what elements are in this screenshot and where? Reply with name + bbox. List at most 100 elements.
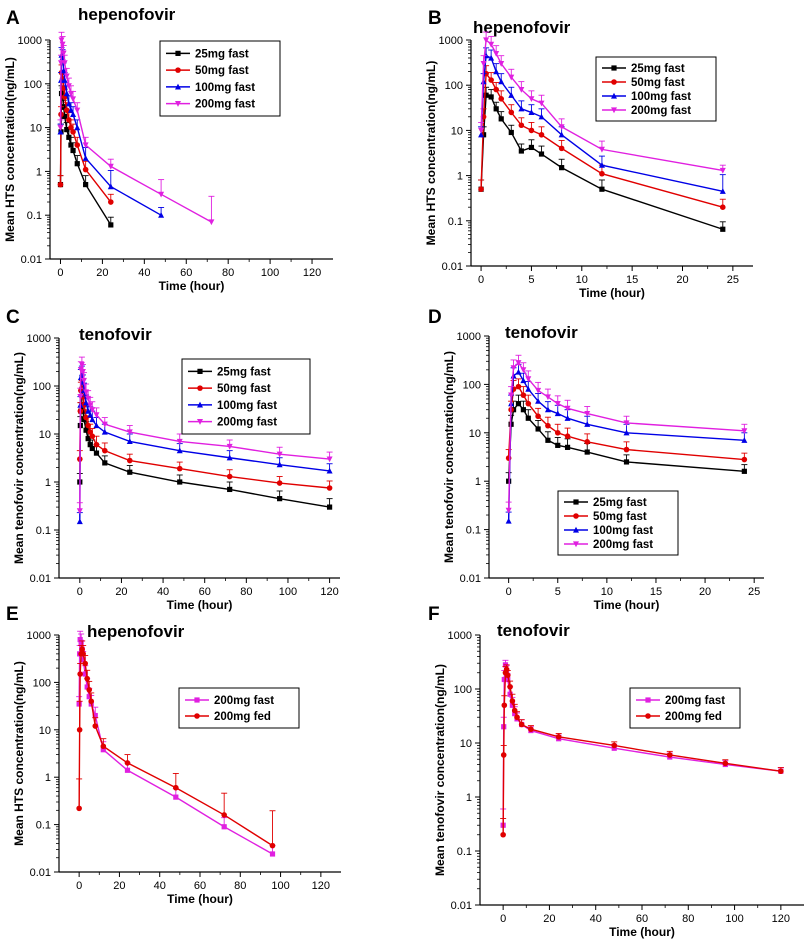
panel-a-x-tick-label: 20 [96,267,108,279]
panel-e-series-200mg-fast-point [269,851,276,857]
panel-d-series-50mg-fast-point [535,413,541,420]
panel-c-series-50mg-fast-point [89,433,96,439]
panel-f-y-tick-label: 0.1 [457,846,472,858]
panel-c-series-200mg-fast-point [76,508,83,515]
panel-a-series-200mg-fast-point [82,142,89,149]
panel-a-series-50mg-fast-point [66,117,72,123]
panel-e-series-200mg-fed-point [77,671,83,677]
panel-c-series-25mg-fast-point [102,460,108,466]
panel-f-series-200mg-fed-point [509,698,516,704]
panel-c-legend-marker-50mg-fast [197,385,203,391]
panel-c-series-200mg-fast-point [226,443,233,450]
panel-c-series-50mg-fast-point [126,457,133,464]
panel-b-series-200mg-fast-point [508,74,515,81]
panel-a-series-25mg-fast-point [66,134,72,140]
panel-e-series-200mg-fast-point [92,712,98,719]
panel-d-y-tick-label: 0.1 [466,525,481,537]
panel-e-series-200mg-fed-point [80,651,86,657]
panel-f-title: tenofovir [497,621,570,640]
panel-b-series-200mg-fast-point [493,51,500,57]
panel-d-series-100mg-fast-point [515,368,522,375]
panel-f-series-200mg-fed-point [507,683,513,690]
panel-a-series-200mg-fast-point [58,37,65,44]
panel-d-series-100mg-fast-point [554,410,561,417]
panel-c-series-200mg-fast-point [85,395,92,402]
panel-a-series-200mg-fast-point [57,125,64,131]
panel-c-series-50mg-fast-point [87,429,94,435]
panel-c-series-200mg-fast-point [101,421,108,428]
panel-e-series-200mg-fast-point [124,767,131,773]
panel-c-series-100mg-fast-point [83,399,90,406]
panel-a-series-200mg-fast-point [63,73,70,80]
panel-f-series-200mg-fed-point [555,734,562,740]
panel-c-legend-label-100mg-fast: 100mg fast [217,400,277,412]
panel-c-series-200mg-fast-point [93,412,100,419]
panel-c-series-100mg-fast-point [326,467,333,474]
panel-e-legend-box [178,687,300,729]
panel-d-series-100mg-fast-point [535,397,542,404]
panel-c-legend-marker-200mg-fast [197,419,203,425]
panel-e-y-tick-label: 10 [39,725,51,737]
panel-e-series-200mg-fed-line [78,649,273,847]
panel-a-series-200mg-fast-point [65,83,72,90]
panel-c-series-100mg-fast-point [126,438,133,445]
panel-a-series-100mg-fast-point [70,111,77,118]
panel-c-series-200mg-fast-point [176,438,183,445]
panel-b-series-25mg-fast-point [518,148,524,154]
panel-a-series-200mg-fast-point [208,219,215,226]
panel-b-series-25mg-fast-point [508,129,514,136]
panel-b-series-200mg-fast-point [719,167,726,174]
panel-b-legend-marker-25mg-fast [611,65,617,71]
panel-d-series-25mg-fast-point [535,426,541,432]
panel-f-y-tick-label: 1 [466,792,472,804]
panel-d-series-50mg-fast-point [564,433,571,440]
panel-e-y-tick-label: 1 [45,772,51,784]
panel-d-x-tick-label: 10 [601,586,613,598]
panel-f-series-200mg-fed-point [514,714,520,721]
panel-a-y-axis-label: Mean HTS concentration(ng/mL) [3,57,17,242]
panel-c-series-25mg-fast-point [83,427,89,433]
panel-a-series-100mg-fast-point [82,155,89,161]
panel-d-series-25mg-fast-point [520,407,526,413]
panel-b-series-200mg-fast-point [480,61,487,67]
panel-a-y-tick-label: 1000 [18,35,42,47]
panel-e-series-200mg-fed-point [76,805,82,812]
panel-d-series-25mg-fast-point [545,437,551,443]
panel-c-series-25mg-fast-point [87,442,93,448]
panel-b-series-50mg-fast-point [508,109,515,116]
panel-e-series-200mg-fast-point [100,747,106,753]
panel-d-series-25mg-fast-point [564,444,571,450]
panel-a-y-tick-label: 100 [24,79,42,91]
panel-c-x-tick-label: 60 [199,586,211,598]
panel-b-series-200mg-fast-point [478,127,485,134]
panel-a-series-50mg-fast-point [70,129,76,135]
panel-b-x-tick-label: 20 [676,274,688,286]
panel-d-legend-label-25mg-fast: 25mg fast [593,497,647,509]
panel-e-legend-label-200mg-fast: 200mg fast [214,695,274,707]
panel-b-series-50mg-fast-point [558,145,565,152]
panel-b-legend: 25mg fast 50mg fast 100mg fast 200mg fast [595,56,717,122]
panel-b-legend-label-50mg-fast: 50mg fast [631,77,685,89]
panel-d-y-axis-label: Mean tenofovir concentration(ng/mL) [442,351,456,563]
panel-b-series-25mg-fast-point [599,186,605,192]
panel-a-series-200mg-fast-point [59,41,66,48]
panel-d-series-200mg-fast-point [535,387,542,394]
panel-f-letter: F [428,604,440,625]
panel-a-series-25mg-fast-point [70,147,76,154]
panel-c-x-tick-label: 20 [115,586,127,598]
panel-e-series-200mg-fast-line [78,639,273,855]
panel-c-series-100mg-fast-point [226,454,233,461]
panel-b-series-25mg-fast-point [483,92,489,98]
panel-d-legend-marker-100mg-fast [573,526,579,533]
panel-d-series-50mg-fast-point [515,383,522,390]
panel-f-x-tick-label: 20 [543,913,555,925]
panel-f-series-200mg-fed-point [722,760,729,767]
panel-f-x-tick-label: 0 [500,913,506,925]
panel-f-y-axis-label: Mean tenofovir concentration(ng/mL) [433,664,447,876]
panel-e-series-200mg-fast-point [221,824,227,830]
panel-f-series-200mg-fast-point [501,676,507,683]
panel-b-series-25mg-fast-point [498,116,504,122]
panel-a-series-25mg-fast-point [62,113,68,120]
panel-f-legend-box [629,687,741,729]
